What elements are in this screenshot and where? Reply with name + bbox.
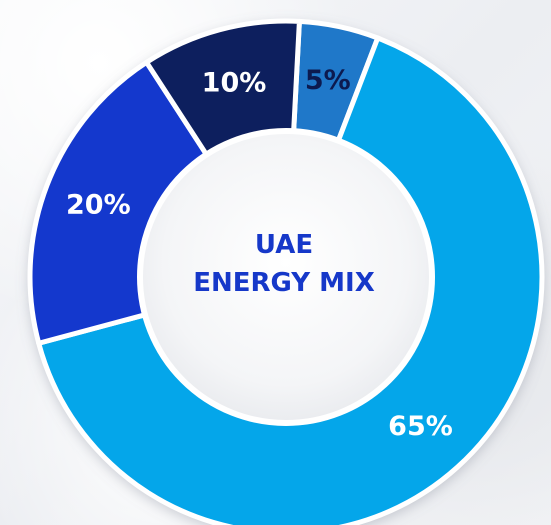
donut-slices [27,18,545,525]
center-title-line-2: ENERGY MIX [193,268,375,298]
slice-label-20: 20% [66,189,131,220]
slice-label-5: 5% [305,65,351,96]
slice-labels: 5% 65% 20% 10% [66,65,453,442]
donut-center-hole [137,128,435,426]
center-title-line-1: UAE [255,230,313,260]
slice-label-10: 10% [202,67,267,98]
slice-label-65: 65% [388,411,453,442]
